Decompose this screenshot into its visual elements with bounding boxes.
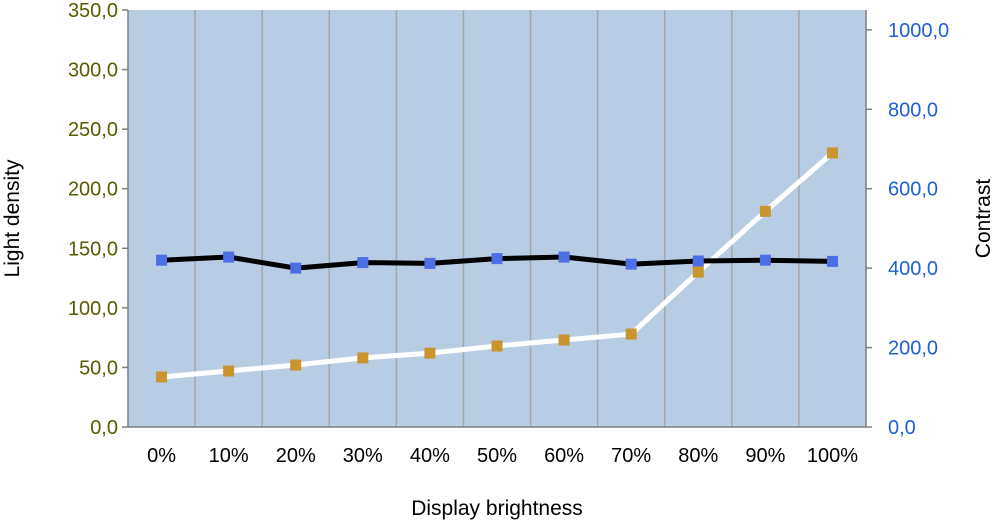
series-1-point <box>357 352 369 364</box>
x-axis-title: Display brightness <box>411 497 583 520</box>
x-tick-label: 80% <box>678 445 718 467</box>
series-2-point <box>759 254 771 266</box>
series-group <box>156 147 838 383</box>
series-2-point <box>156 254 168 266</box>
x-tick-label: 60% <box>544 445 584 467</box>
x-tick-label: 70% <box>611 445 651 467</box>
series-1-point <box>223 365 235 377</box>
x-tick-label: 40% <box>410 445 450 467</box>
left-tick-label: 150,0 <box>68 238 118 260</box>
right-tick-label: 200,0 <box>888 338 938 360</box>
grid-lines <box>194 10 800 427</box>
right-tick-label: 1000,0 <box>888 20 949 42</box>
right-tick-label: 400,0 <box>888 258 938 280</box>
series-1-point <box>759 205 771 217</box>
series-2-point <box>692 255 704 267</box>
series-1-point <box>826 147 838 159</box>
x-axis-ticks: 0% 10% 20% 30% 40% 50% 60% 70% 80% 90% 100% <box>147 445 858 467</box>
x-tick-label: 10% <box>209 445 249 467</box>
left-tick-label: 200,0 <box>68 179 118 201</box>
series-1-point <box>692 266 704 278</box>
right-tick-label: 800,0 <box>888 99 938 121</box>
series-1-point <box>156 371 168 383</box>
series-2-point <box>826 255 838 267</box>
left-tick-label: 100,0 <box>68 298 118 320</box>
series-2-point <box>223 251 235 263</box>
x-tick-label: 0% <box>147 445 176 467</box>
left-tick-label: 50,0 <box>79 357 118 379</box>
right-axis-ticks: 0,0 200,0 400,0 600,0 800,0 1000,0 <box>866 20 949 439</box>
x-tick-label: 100% <box>807 445 858 467</box>
x-tick-label: 20% <box>276 445 316 467</box>
left-tick-label: 0,0 <box>90 417 118 439</box>
plot-area <box>128 10 866 427</box>
left-tick-label: 350,0 <box>68 0 118 22</box>
right-tick-label: 600,0 <box>888 179 938 201</box>
series-2-point <box>290 262 302 274</box>
series-2-point <box>625 258 637 270</box>
axes <box>127 10 867 428</box>
series-2-point <box>357 257 369 269</box>
series-1-point <box>625 328 637 340</box>
x-tick-label: 30% <box>343 445 383 467</box>
series-2-point <box>558 251 570 263</box>
left-axis-ticks: 0,0 50,0 100,0 150,0 200,0 250,0 300,0 350,0 <box>68 0 128 439</box>
right-axis-title: Contrast <box>972 179 995 259</box>
left-tick-label: 300,0 <box>68 60 118 82</box>
left-tick-label: 250,0 <box>68 119 118 141</box>
series-1-point <box>558 334 570 346</box>
series-1-point <box>290 359 302 371</box>
right-tick-label: 0,0 <box>888 417 916 439</box>
series-1-point <box>491 340 503 352</box>
series-2-point <box>491 253 503 265</box>
left-axis-title: Light density <box>1 159 24 277</box>
x-tick-label: 50% <box>477 445 517 467</box>
series-2-point <box>424 257 436 269</box>
x-tick-label: 90% <box>745 445 785 467</box>
series-1-point <box>424 347 436 359</box>
